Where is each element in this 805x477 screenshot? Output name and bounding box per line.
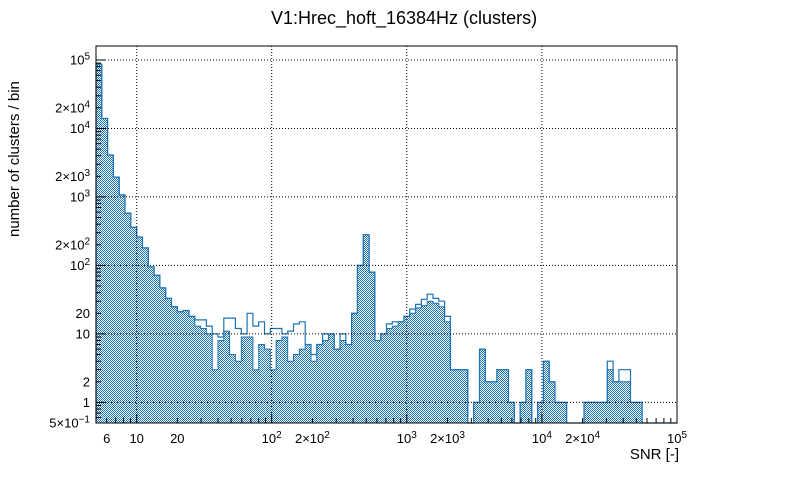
y-tick-label: 2×102 [55,236,90,252]
x-tick-label: 103 [397,430,417,446]
y-tick-label: 20 [76,306,90,321]
outline-histogram [95,63,677,424]
x-tick-label: 10 [129,431,143,446]
y-tick-label: 2×104 [55,99,90,115]
y-tick-label: 104 [70,120,90,136]
x-tick-label: 2×104 [565,430,600,446]
y-tick-label: 105 [70,52,90,68]
plot-area: 6 10 20 102 2×102 103 2×103 104 2×104 1051052×104… [49,45,687,446]
x-tick-label: 20 [170,431,184,446]
plot-frame [95,45,678,424]
y-tick-label: 102 [70,257,90,273]
x-tick-label: 2×102 [295,430,330,446]
y-tick-label: 2×103 [55,168,90,184]
y-tick-label: 2 [83,374,90,389]
x-tick-label: 6 [103,431,110,446]
x-tick-label: 104 [532,430,552,446]
x-tick-label: 2×103 [430,430,465,446]
y-tick-label: 103 [70,188,90,204]
x-axis-title: SNR [-] [630,446,679,463]
y-tick-label: 5×10−1 [49,415,90,431]
y-tick-label: 10 [76,326,90,341]
x-tick-label: 105 [667,430,687,446]
axis-ticks [95,59,678,424]
chart-title: V1:Hrec_hoft_16384Hz (clusters) [271,8,537,29]
gridlines [96,46,677,423]
y-axis-title: number of clusters / bin [6,81,23,237]
x-tick-label: 102 [262,430,282,446]
y-tick-label: 1 [83,395,90,410]
